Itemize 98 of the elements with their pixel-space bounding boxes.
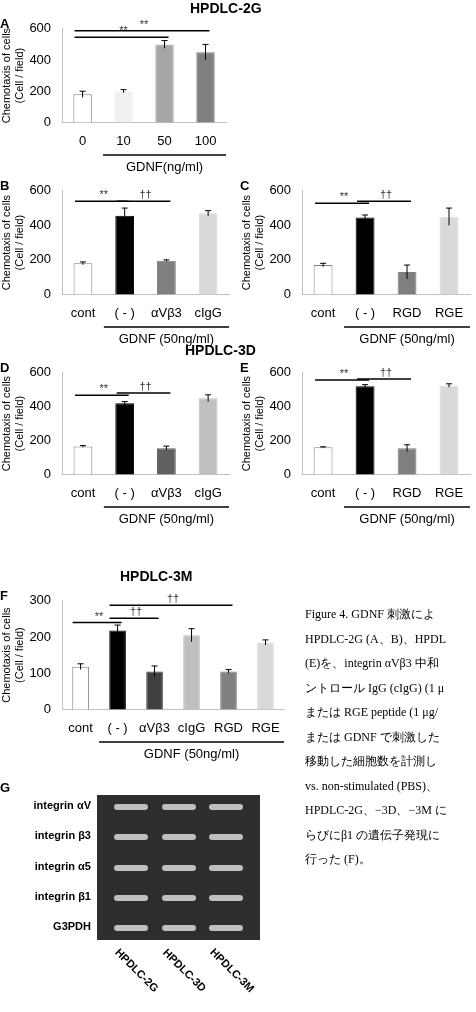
y-tick-label: 200: [29, 432, 52, 448]
x-tick-label: αVβ3: [139, 719, 171, 735]
x-tick-label: RGD: [392, 484, 422, 500]
text: E: [240, 360, 249, 375]
y-axis-title: Chemotaxis of cells (Cell / field): [0, 194, 25, 291]
annotation: ††: [139, 380, 152, 393]
x-axis-title: GDNF (50ng/ml): [359, 511, 455, 527]
x-tick-label: ( - ): [107, 719, 128, 735]
x-tick-label: cont: [310, 484, 336, 500]
y-tick-label: 400: [269, 398, 292, 414]
y-tick-label: 600: [29, 182, 52, 198]
y-tick-label: 400: [29, 398, 52, 414]
x-tick-label: RGE: [434, 484, 464, 500]
x-tick-label: cIgG: [194, 304, 222, 320]
text: G: [0, 780, 11, 795]
y-tick-label: 600: [269, 182, 292, 198]
y-tick-label: 600: [29, 364, 52, 380]
y-tick-label: 200: [269, 432, 292, 448]
chart-title: HPDLC-3M: [120, 568, 193, 584]
text: HPDLC-2G、−3D、−3M に: [305, 802, 448, 819]
x-tick-label: cont: [70, 304, 96, 320]
y-tick-label: 0: [283, 465, 292, 481]
annotation: **: [119, 24, 129, 37]
text: 行った (F)。: [305, 851, 372, 868]
x-tick-label: 0: [78, 132, 87, 148]
text: D: [0, 360, 10, 375]
y-axis-title: Chemotaxis of cells (Cell / field): [0, 27, 25, 124]
x-tick-label: 50: [157, 132, 172, 148]
x-tick-label: RGE: [434, 304, 464, 320]
annotation: ††: [139, 188, 152, 201]
y-tick-label: 400: [29, 216, 52, 232]
y-tick-label: 0: [43, 700, 52, 716]
caption: Figure 4. GDNF 刺激によ: [305, 606, 436, 623]
y-tick-label: 600: [29, 20, 52, 36]
y-tick-label: 100: [29, 664, 52, 680]
x-tick-label: cont: [70, 484, 96, 500]
y-tick-label: 0: [43, 113, 52, 129]
text: らびにβ1 の遺伝子発現に: [305, 826, 442, 844]
text: integrin β3: [34, 829, 91, 842]
x-axis-title: GDNF (50ng/ml): [118, 511, 215, 527]
y-tick-label: 0: [43, 285, 52, 301]
x-tick-label: cont: [68, 719, 94, 735]
text: または GDNF で刺激した: [305, 728, 441, 746]
text: vs. non-stimulated (PBS)、: [305, 777, 439, 795]
x-tick-label: ( - ): [114, 304, 135, 320]
text: C: [240, 178, 250, 193]
x-tick-label: RGE: [251, 719, 280, 735]
x-tick-label: 10: [116, 132, 131, 148]
x-tick-label: cont: [310, 304, 336, 320]
x-tick-label: RGD: [214, 719, 243, 735]
annotation: **: [94, 609, 105, 622]
x-axis-title: GDNF(ng/ml): [125, 159, 204, 175]
annotation: **: [339, 190, 350, 203]
y-tick-label: 0: [43, 465, 52, 481]
y-axis-title: Chemotaxis of cells (Cell / field): [0, 375, 25, 472]
x-tick-label: ( - ): [354, 484, 376, 500]
annotation: **: [99, 382, 109, 395]
x-tick-label: 100: [194, 132, 217, 148]
text: HPDLC-2G (A、B)、HPDL: [305, 630, 447, 648]
y-tick-label: 200: [269, 251, 292, 267]
text: integrin α5: [34, 859, 91, 872]
annotation: ††: [166, 592, 180, 605]
y-axis-title: Chemotaxis of cells (Cell / field): [239, 194, 265, 291]
text: または RGE peptide (1 μg/: [305, 704, 440, 721]
annotation: ††: [379, 188, 393, 201]
y-tick-label: 200: [29, 251, 52, 267]
annotation: ††: [379, 365, 393, 378]
x-tick-label: cIgG: [194, 484, 222, 500]
y-tick-label: 600: [269, 364, 292, 380]
x-axis-title: GDNF (50ng/ml): [143, 746, 240, 762]
annotation: **: [99, 188, 109, 201]
text: (E)を、integrin αVβ3 中和: [305, 655, 440, 672]
text: F: [0, 588, 8, 603]
y-axis-title: Chemotaxis of cells (Cell / field): [0, 606, 25, 703]
annotation: ††: [129, 605, 143, 618]
y-tick-label: 300: [29, 592, 52, 608]
text: G3PDH: [53, 920, 91, 932]
y-tick-label: 0: [283, 285, 292, 301]
annotation: **: [339, 366, 350, 379]
y-tick-label: 200: [29, 628, 52, 644]
y-tick-label: 200: [29, 82, 52, 98]
x-tick-label: ( - ): [354, 304, 376, 320]
y-tick-label: 400: [269, 216, 292, 232]
x-tick-label: αVβ3: [150, 304, 182, 320]
text: 移動した細胞数を計測し: [305, 753, 438, 770]
x-tick-label: cIgG: [177, 719, 206, 735]
text: **: [139, 17, 150, 30]
x-axis-title: GDNF (50ng/ml): [359, 331, 455, 347]
text: ントロール IgG (cIgG) (1 μ: [305, 679, 446, 697]
x-tick-label: RGD: [392, 304, 422, 320]
text: integrin αV: [33, 799, 91, 811]
y-tick-label: 400: [29, 51, 52, 67]
x-tick-label: αVβ3: [150, 484, 182, 500]
text: B: [0, 178, 10, 193]
text: integrin β1: [34, 889, 91, 902]
y-axis-title: Chemotaxis of cells (Cell / field): [239, 375, 265, 472]
x-tick-label: ( - ): [114, 484, 135, 500]
chart-title: HPDLC-2G: [190, 0, 262, 16]
